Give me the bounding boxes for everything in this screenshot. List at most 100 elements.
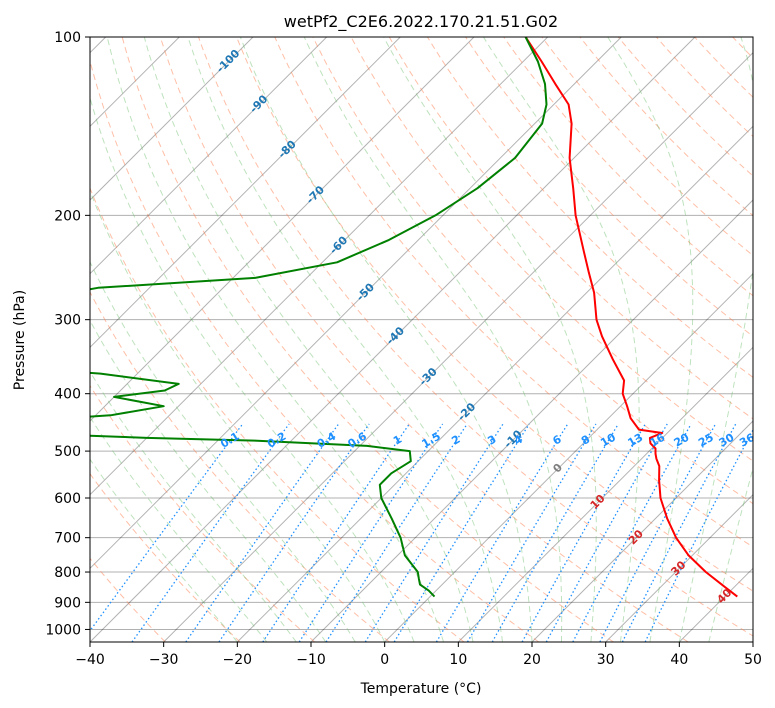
mixing-ratio-label: 0.4 — [315, 429, 339, 450]
moist-adiabat-line — [90, 319, 327, 642]
dry-adiabat-line — [90, 186, 465, 642]
dry-adiabat-line — [771, 37, 775, 642]
isotherm-line — [310, 199, 753, 642]
moist-adiabat-line — [383, 37, 597, 642]
x-tick-label: −40 — [75, 652, 105, 668]
y-tick-label: 600 — [54, 491, 81, 507]
x-tick-label: −20 — [223, 652, 253, 668]
mixing-ratio-line — [621, 423, 737, 642]
mixing-ratio-label: 20 — [672, 431, 692, 450]
moist-adiabat-line — [482, 37, 640, 642]
mixing-ratio-label: 1.5 — [420, 430, 443, 451]
dry-adiabat-line — [694, 37, 753, 98]
data-lines — [90, 37, 738, 598]
moist-adiabat-line — [708, 466, 753, 642]
isotherm-line — [90, 37, 401, 349]
moist-adiabat-line — [678, 37, 753, 642]
mixing-ratio-label: 36 — [737, 431, 757, 450]
mixing-ratio-label: 0.1 — [218, 430, 241, 451]
mixing-ratio-line — [325, 423, 468, 642]
dry-adiabat-line — [121, 37, 614, 642]
mixing-ratio-label: 16 — [647, 431, 667, 450]
isotherm-line — [90, 37, 475, 422]
dry-adiabat-line — [90, 384, 316, 642]
isotherm-line — [236, 125, 753, 642]
dry-adiabat-line — [617, 37, 753, 177]
y-tick-label: 700 — [54, 531, 81, 547]
mixing-ratio-line — [435, 423, 569, 642]
dry-adiabat-line — [90, 472, 241, 642]
isotherm-label: -60 — [327, 233, 350, 256]
moist-adiabat-line — [90, 189, 386, 642]
isotherm-line — [90, 37, 622, 570]
x-tick-label: 50 — [744, 652, 762, 668]
mixing-ratio-line — [466, 423, 597, 642]
dewpoint-line — [90, 37, 548, 598]
isotherm-label: 0 — [550, 461, 565, 476]
dry-adiabat-line — [90, 291, 390, 642]
x-tick-label: 20 — [523, 652, 541, 668]
y-tick-label: 1000 — [45, 622, 81, 638]
mixing-ratio-line — [218, 423, 370, 642]
isotherm-label: 30 — [669, 558, 689, 578]
isotherm-line — [163, 51, 753, 642]
dry-adiabat-line — [465, 37, 753, 337]
moist-adiabat-line — [303, 37, 563, 642]
y-tick-label: 200 — [54, 208, 81, 224]
x-axis-title: Temperature (°C) — [360, 681, 482, 697]
mixing-ratio-line — [644, 428, 753, 642]
moist-adiabat-line — [90, 96, 415, 642]
dry-adiabat-line — [159, 37, 689, 642]
mixing-ratio-label: 25 — [696, 431, 716, 450]
dry-adiabat-line — [312, 37, 753, 505]
moist-adiabat-line — [90, 416, 268, 642]
y-tick-label: 800 — [54, 565, 81, 581]
isotherm-line — [605, 493, 753, 642]
isotherm-label: -90 — [247, 92, 270, 115]
moist-adiabat-line — [90, 458, 238, 642]
mixing-ratio-line — [131, 423, 290, 642]
isotherm-label: -30 — [417, 365, 440, 388]
mixing-ratio-line — [262, 423, 410, 642]
y-tick-label: 500 — [54, 444, 81, 460]
moist-adiabat-line — [607, 37, 694, 642]
dry-adiabat-line — [90, 59, 540, 642]
mixing-ratio-label: 2 — [449, 433, 462, 448]
dry-adiabat-line — [426, 37, 753, 378]
moist-adiabat-line — [143, 37, 474, 642]
moist-adiabat-line — [239, 37, 533, 642]
y-axis-title: Pressure (hPa) — [12, 290, 28, 390]
x-tick-label: 40 — [670, 652, 688, 668]
mixing-ratio-line — [599, 423, 717, 642]
y-tick-label: 300 — [54, 313, 81, 329]
chart-title: wetPf2_C2E6.2022.170.21.51.G02 — [284, 12, 558, 32]
isotherm-line — [752, 641, 753, 642]
dry-adiabat-line — [350, 37, 753, 462]
mixing-ratio-label: 10 — [598, 431, 618, 450]
dry-adiabat-line — [388, 37, 753, 420]
x-tick-label: 30 — [597, 652, 615, 668]
mixing-ratio-line — [364, 423, 504, 642]
isotherm-line — [531, 420, 753, 642]
mixing-ratio-line — [393, 423, 530, 642]
dry-adiabat-line — [198, 37, 753, 637]
moist-adiabat-line — [90, 260, 356, 642]
mixing-ratio-label: 13 — [625, 431, 645, 450]
x-tick-label: −30 — [149, 652, 179, 668]
mixing-ratio-line — [90, 423, 244, 632]
mixing-ratio-line — [298, 423, 444, 642]
moist-adiabat-line — [90, 370, 297, 642]
mixing-ratio-line — [545, 423, 668, 642]
mixing-ratio-line — [521, 423, 646, 642]
dry-adiabat-line — [732, 37, 753, 59]
isotherm-line — [90, 37, 328, 275]
mixing-ratio-line — [572, 423, 692, 642]
isotherm-line — [457, 346, 753, 642]
mixing-ratio-line — [185, 423, 340, 642]
moist-adiabat-line — [187, 37, 503, 642]
isotherm-line — [90, 37, 696, 642]
mixing-ratio-label: 1 — [391, 433, 404, 448]
dry-adiabat-line — [236, 37, 753, 592]
dry-adiabat-line — [274, 37, 753, 548]
